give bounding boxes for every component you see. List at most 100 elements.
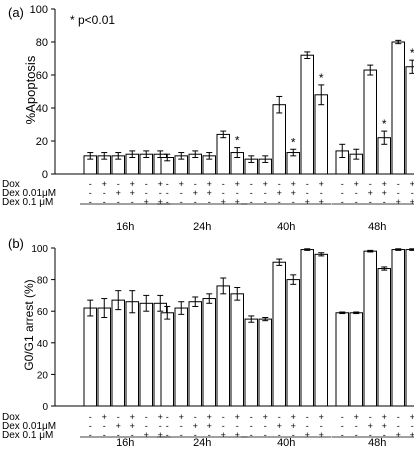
condition-sign: + — [130, 188, 135, 198]
condition-row-label: Dox — [2, 179, 20, 190]
p-value-annotation: * p<0.01 — [70, 13, 115, 27]
significance-star: * — [291, 135, 296, 149]
condition-sign: - — [264, 430, 267, 440]
condition-sign: + — [102, 179, 107, 189]
condition-row-label: Dex 0.01μM — [2, 421, 56, 432]
bar — [286, 279, 300, 407]
condition-sign: - — [117, 412, 120, 422]
condition-sign: - — [180, 197, 183, 207]
bar — [244, 318, 258, 407]
bar — [188, 301, 202, 407]
condition-sign: - — [145, 179, 148, 189]
condition-sign: - — [208, 430, 211, 440]
y-tick-label: 60 — [37, 307, 49, 318]
condition-sign: - — [250, 188, 253, 198]
condition-sign: - — [145, 421, 148, 431]
bar — [300, 249, 314, 407]
condition-sign: + — [305, 430, 310, 440]
condition-sign: - — [131, 197, 134, 207]
bar — [216, 285, 230, 407]
group-label: 40h — [277, 437, 295, 449]
bar — [349, 312, 363, 407]
condition-sign: + — [158, 179, 163, 189]
y-tick-label: 20 — [37, 370, 49, 381]
condition-sign: + — [158, 412, 163, 422]
bar — [83, 307, 97, 407]
condition-sign: - — [341, 197, 344, 207]
condition-sign: - — [89, 197, 92, 207]
condition-sign: - — [278, 179, 281, 189]
condition-sign: - — [117, 197, 120, 207]
condition-sign: - — [166, 188, 169, 198]
bar — [405, 66, 414, 175]
condition-sign: - — [166, 421, 169, 431]
condition-sign: - — [89, 430, 92, 440]
condition-sign: + — [207, 421, 212, 431]
condition-sign: - — [166, 412, 169, 422]
condition-sign: - — [89, 179, 92, 189]
condition-sign: - — [103, 430, 106, 440]
condition-sign: - — [341, 412, 344, 422]
condition-sign: - — [278, 412, 281, 422]
condition-sign: - — [250, 412, 253, 422]
condition-sign: - — [369, 179, 372, 189]
condition-sign: + — [130, 421, 135, 431]
condition-sign: - — [103, 421, 106, 431]
y-tick-label: 40 — [36, 103, 48, 115]
bar — [391, 249, 405, 407]
condition-sign: + — [144, 430, 149, 440]
y-tick-label: 40 — [37, 339, 49, 350]
condition-sign: + — [368, 188, 373, 198]
condition-sign: + — [130, 412, 135, 422]
condition-sign: - — [236, 421, 239, 431]
condition-sign: + — [193, 421, 198, 431]
condition-sign: - — [264, 197, 267, 207]
significance-star: * — [410, 46, 414, 60]
significance-star: * — [319, 71, 324, 85]
condition-sign: - — [341, 430, 344, 440]
condition-sign: + — [354, 179, 359, 189]
condition-sign: + — [235, 179, 240, 189]
condition-sign: - — [250, 421, 253, 431]
condition-sign: + — [235, 197, 240, 207]
condition-sign: - — [194, 412, 197, 422]
condition-sign: + — [207, 179, 212, 189]
condition-sign: - — [250, 430, 253, 440]
panel-b-ylabel: G0/G1 arrest (%) — [22, 279, 36, 370]
group-label: 48h — [368, 221, 386, 233]
condition-sign: - — [278, 430, 281, 440]
y-tick-label: 0 — [42, 402, 48, 413]
condition-sign: + — [158, 197, 163, 207]
bar — [139, 302, 153, 407]
group-label: 40h — [277, 221, 295, 233]
condition-sign: + — [382, 179, 387, 189]
condition-sign: + — [319, 412, 324, 422]
condition-sign: + — [368, 421, 373, 431]
condition-sign: + — [179, 412, 184, 422]
condition-sign: - — [166, 197, 169, 207]
condition-sign: - — [355, 421, 358, 431]
condition-sign: - — [194, 179, 197, 189]
y-tick-label: 100 — [31, 244, 48, 255]
condition-sign: + — [291, 179, 296, 189]
panel-b-label: (b) — [8, 236, 24, 251]
condition-sign: + — [354, 412, 359, 422]
condition-sign: - — [264, 188, 267, 198]
bar — [272, 261, 286, 407]
condition-sign: - — [355, 430, 358, 440]
group-label: 24h — [193, 221, 211, 233]
condition-sign: + — [319, 430, 324, 440]
condition-sign: - — [355, 188, 358, 198]
condition-sign: - — [208, 197, 211, 207]
condition-sign: + — [319, 197, 324, 207]
condition-sign: - — [397, 421, 400, 431]
condition-sign: + — [291, 412, 296, 422]
bar — [314, 94, 328, 175]
condition-sign: - — [159, 421, 162, 431]
condition-sign: - — [89, 421, 92, 431]
condition-row-label: Dox — [2, 412, 20, 423]
significance-star: * — [382, 117, 387, 131]
